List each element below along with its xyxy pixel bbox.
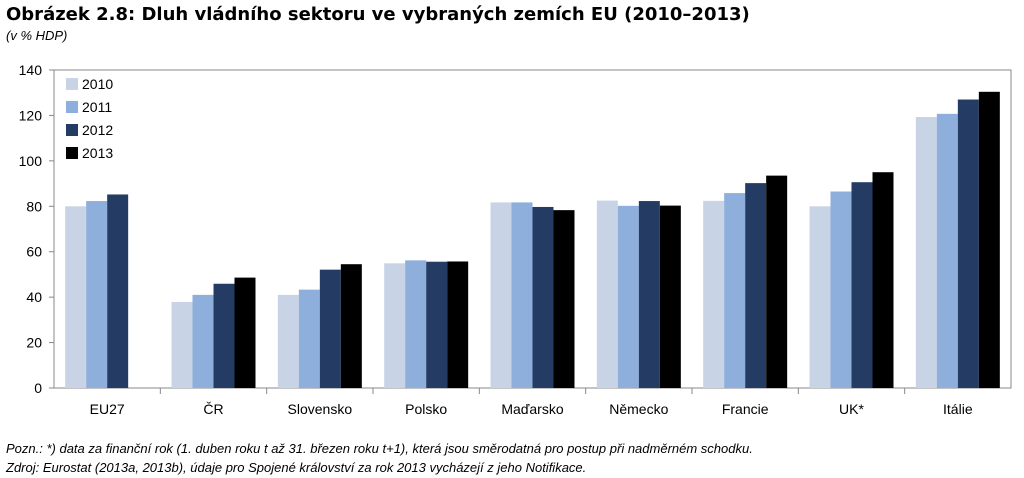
bar [809, 206, 831, 388]
bar [872, 172, 894, 388]
footnote: Pozn.: *) data za finanční rok (1. duben… [6, 441, 753, 456]
x-tick-label: Slovensko [288, 401, 353, 417]
bar [384, 263, 406, 388]
legend-swatch [66, 101, 78, 113]
bar [978, 91, 1000, 388]
bar [65, 206, 87, 388]
bar [915, 117, 937, 389]
legend-label: 2010 [82, 76, 113, 92]
legend-swatch [66, 147, 78, 159]
chart-subtitle: (v % HDP) [6, 28, 68, 43]
bar [745, 183, 767, 388]
bar-chart: 0 20 40 60 80 100 120 140 EU27 ČR Slovensko Polsko M… [19, 62, 1012, 417]
bar [234, 277, 256, 388]
bar [659, 205, 681, 388]
y-tick-label: 100 [19, 153, 43, 169]
bar [936, 113, 958, 389]
x-tick-label: Itálie [943, 401, 973, 417]
x-tick-label: EU27 [90, 401, 125, 417]
bar [86, 201, 108, 388]
chart-title: Obrázek 2.8: Dluh vládního sektoru ve vy… [6, 4, 750, 25]
y-tick-label: 120 [19, 107, 43, 123]
bar [192, 294, 214, 388]
y-tick-label: 40 [26, 289, 42, 305]
bar [532, 206, 554, 388]
x-tick-label: Maďarsko [501, 401, 564, 417]
bar [724, 193, 746, 388]
legend-label: 2012 [82, 122, 113, 138]
bar [319, 269, 341, 388]
bar [426, 261, 448, 388]
x-tick-label: Francie [722, 401, 769, 417]
bar [511, 202, 533, 388]
source-note: Zdroj: Eurostat (2013a, 2013b), údaje pr… [6, 460, 587, 475]
bar [340, 264, 362, 388]
bar [405, 260, 427, 388]
bar [830, 191, 852, 388]
y-tick-label: 140 [19, 62, 43, 78]
bar [596, 200, 618, 388]
y-tick-label: 0 [34, 380, 42, 396]
bar [957, 99, 979, 389]
bar [171, 301, 193, 388]
bar [851, 182, 873, 388]
bar [107, 194, 129, 388]
bar [298, 289, 320, 388]
legend-label: 2011 [82, 99, 112, 115]
x-tick-label: Polsko [405, 401, 447, 417]
y-tick-label: 80 [26, 198, 42, 214]
bar [277, 294, 299, 388]
bar [553, 210, 575, 388]
x-tick-label: UK* [839, 401, 864, 417]
bar [703, 200, 725, 388]
legend-swatch [66, 78, 78, 90]
y-tick-label: 60 [26, 244, 42, 260]
bar [638, 201, 660, 388]
bar [490, 202, 512, 388]
bar [447, 261, 469, 388]
y-tick-label: 20 [26, 335, 42, 351]
legend-label: 2013 [82, 145, 113, 161]
legend-swatch [66, 124, 78, 136]
bar [617, 205, 639, 388]
bar [766, 175, 788, 388]
x-tick-label: Německo [609, 401, 668, 417]
bar [213, 283, 235, 388]
x-tick-label: ČR [203, 401, 223, 417]
